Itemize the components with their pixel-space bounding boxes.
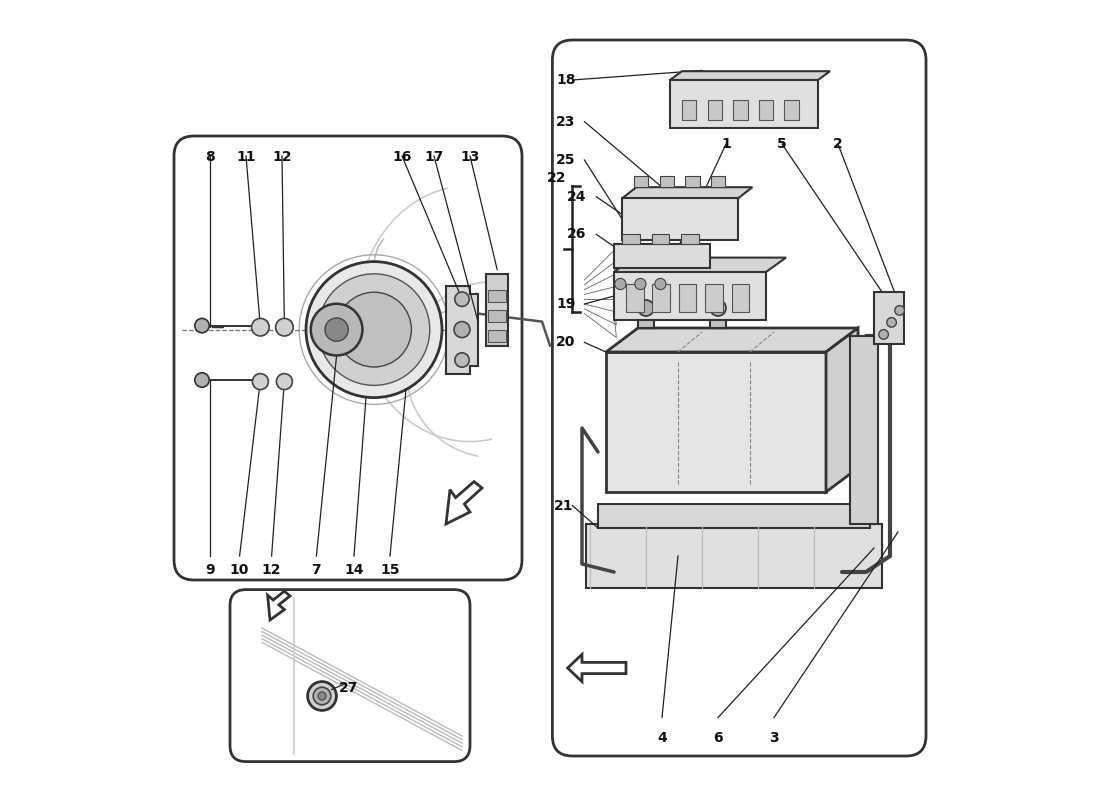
Bar [682, 100, 696, 120]
Text: 16: 16 [393, 150, 411, 164]
Circle shape [654, 278, 666, 290]
Text: 20: 20 [557, 335, 575, 350]
Polygon shape [446, 286, 478, 374]
FancyBboxPatch shape [552, 40, 926, 756]
FancyBboxPatch shape [174, 136, 522, 580]
Text: 6: 6 [713, 730, 723, 745]
Circle shape [454, 322, 470, 338]
Bar [705, 284, 723, 312]
Circle shape [314, 687, 331, 705]
Text: 11: 11 [236, 150, 255, 164]
Circle shape [615, 278, 626, 290]
Circle shape [195, 373, 209, 387]
Bar [638, 308, 654, 328]
Text: 26: 26 [566, 227, 586, 242]
Text: 12: 12 [273, 150, 292, 164]
Bar [670, 80, 818, 128]
Bar [707, 100, 722, 120]
Bar [711, 176, 725, 187]
Text: 23: 23 [557, 114, 575, 129]
Bar [651, 234, 669, 244]
Text: 14: 14 [344, 562, 364, 577]
Circle shape [318, 274, 430, 386]
Polygon shape [586, 524, 882, 588]
Bar [614, 244, 710, 268]
Bar [652, 284, 670, 312]
Bar [710, 308, 726, 328]
Text: 10: 10 [230, 562, 250, 577]
Circle shape [638, 300, 654, 316]
Bar [488, 290, 506, 302]
Text: 21: 21 [554, 498, 573, 513]
Polygon shape [606, 328, 858, 352]
Circle shape [318, 692, 326, 700]
Bar [685, 176, 700, 187]
FancyBboxPatch shape [230, 590, 470, 762]
Bar [621, 198, 738, 240]
Polygon shape [826, 328, 858, 492]
Text: 2: 2 [833, 137, 843, 151]
Text: 1: 1 [722, 137, 730, 151]
Circle shape [454, 353, 470, 367]
Circle shape [276, 374, 293, 390]
Circle shape [879, 330, 889, 339]
Bar [679, 284, 696, 312]
Circle shape [252, 318, 270, 336]
Circle shape [454, 292, 470, 306]
Polygon shape [606, 352, 826, 492]
Text: eurospares: eurospares [267, 328, 425, 352]
Bar [488, 310, 506, 322]
Text: 22: 22 [547, 171, 567, 186]
Bar [732, 284, 749, 312]
Bar [660, 176, 674, 187]
Bar [681, 234, 698, 244]
Circle shape [894, 306, 904, 315]
Bar [850, 336, 878, 524]
Text: 12: 12 [262, 562, 282, 577]
Circle shape [635, 278, 646, 290]
Bar [734, 100, 748, 120]
Polygon shape [614, 258, 786, 272]
Text: eurospares: eurospares [641, 410, 835, 438]
Bar [759, 100, 773, 120]
Text: 19: 19 [557, 297, 575, 311]
Circle shape [311, 304, 362, 355]
Circle shape [337, 292, 411, 367]
Bar [486, 274, 508, 346]
Circle shape [710, 300, 726, 316]
Text: 8: 8 [205, 150, 214, 164]
Circle shape [195, 318, 209, 333]
Circle shape [887, 318, 896, 327]
Text: 25: 25 [557, 153, 575, 167]
Circle shape [306, 262, 442, 398]
Text: 24: 24 [566, 190, 586, 204]
Bar [874, 292, 904, 344]
Text: 13: 13 [460, 150, 480, 164]
Text: 15: 15 [381, 562, 399, 577]
Bar [488, 330, 506, 342]
Text: 9: 9 [206, 562, 214, 577]
Bar [634, 176, 648, 187]
Circle shape [252, 374, 268, 390]
Text: eurospares: eurospares [284, 672, 408, 691]
Polygon shape [670, 71, 830, 80]
Bar [621, 234, 639, 244]
Text: 7: 7 [311, 562, 321, 577]
Text: 5: 5 [777, 137, 786, 151]
Polygon shape [598, 504, 870, 528]
Text: 17: 17 [425, 150, 443, 164]
Bar [784, 100, 799, 120]
Bar [626, 284, 644, 312]
Text: 4: 4 [657, 730, 667, 745]
Circle shape [324, 318, 349, 342]
Text: 18: 18 [557, 73, 575, 87]
Text: 3: 3 [769, 730, 779, 745]
Polygon shape [621, 187, 752, 198]
Circle shape [308, 682, 337, 710]
Circle shape [276, 318, 294, 336]
Text: 27: 27 [339, 681, 359, 695]
Bar [614, 272, 766, 320]
